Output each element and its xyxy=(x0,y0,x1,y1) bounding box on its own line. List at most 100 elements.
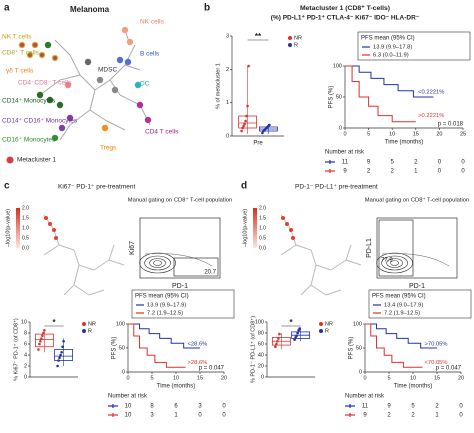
data-point xyxy=(62,339,65,343)
cluster-node xyxy=(111,86,119,94)
x-tick-label: 10 xyxy=(173,375,179,381)
risk-value: 1 xyxy=(414,169,418,175)
significance: ** xyxy=(255,32,262,41)
cluster-node xyxy=(136,101,144,109)
legend-box xyxy=(368,289,472,319)
tree-edge xyxy=(73,264,80,286)
x-tick-label: 5 xyxy=(367,131,370,137)
cluster-label: CD14⁺ CD16⁺ Monocytes xyxy=(2,118,78,125)
y-tick-label: 100 xyxy=(353,321,362,327)
colorbar-tick: 2.0 xyxy=(22,205,29,211)
data-point xyxy=(275,342,278,346)
tree-edge xyxy=(69,54,81,76)
data-point xyxy=(241,126,244,130)
density-contour xyxy=(153,260,162,266)
tree-edge xyxy=(79,74,96,91)
data-point xyxy=(293,338,296,341)
risk-value: 3 xyxy=(198,404,202,410)
colorbar-tick: 0.0 xyxy=(259,245,266,251)
y-axis-label: PFS (%) xyxy=(112,337,118,360)
colorbar-tick: 1.0 xyxy=(22,225,29,231)
cluster-node xyxy=(46,96,54,104)
cluster-node xyxy=(126,38,134,46)
density-contour xyxy=(144,253,213,267)
x-tick-label: 15 xyxy=(434,375,440,381)
legend-marker xyxy=(288,36,292,40)
risk-value: 8 xyxy=(150,404,154,410)
y-tick-label: 80 xyxy=(258,330,264,336)
risk-value: 2 xyxy=(411,413,415,419)
tree-edge xyxy=(104,119,126,131)
legend-box xyxy=(357,31,471,61)
survival-curve xyxy=(365,323,437,349)
colorbar xyxy=(16,208,20,248)
legend-marker xyxy=(319,322,323,326)
tree-edge xyxy=(119,94,141,106)
risk-value: 0 xyxy=(222,413,226,419)
tree-node xyxy=(285,222,289,226)
tree-edge xyxy=(310,284,327,296)
metacluster-node xyxy=(28,53,32,57)
y-axis-label: % of metacluster 1 xyxy=(215,63,221,109)
risk-value: 11 xyxy=(362,404,369,410)
legend-label: 7.2 (1.9–12.5) xyxy=(147,311,183,317)
colorbar-tick: 1.5 xyxy=(259,215,266,221)
density-contour xyxy=(381,253,450,267)
cluster-node xyxy=(36,91,44,99)
p-value: p = 0.018 xyxy=(438,122,464,128)
y-tick-label: 40 xyxy=(258,352,264,358)
density-contour xyxy=(144,255,171,271)
data-point xyxy=(246,104,249,108)
box xyxy=(54,349,73,361)
legend-title: PFS mean (95% CI) xyxy=(372,294,426,300)
risk-value: 5 xyxy=(391,160,395,166)
y-axis-label: PFS (%) xyxy=(329,86,335,109)
data-point xyxy=(298,327,301,330)
cluster-node xyxy=(58,124,66,132)
gate xyxy=(173,257,219,277)
panel-title: PD-1⁻ PD-L1⁺ pre-treatment xyxy=(295,184,378,191)
y-tick-label: 0 xyxy=(261,374,264,380)
y-tick-label: 8 xyxy=(24,330,27,336)
tree-node xyxy=(281,216,285,220)
legend-label: NR xyxy=(325,321,333,327)
y-tick-label: 0 xyxy=(359,369,362,375)
significance: * xyxy=(52,318,56,327)
cluster-node xyxy=(51,134,59,142)
density-contour xyxy=(139,252,176,274)
tree-edge xyxy=(63,284,75,296)
legend-label: 13.9 (9.9–17.8) xyxy=(373,45,412,51)
data-point xyxy=(60,350,63,354)
data-point xyxy=(41,334,44,338)
x-axis-label: Time (months) xyxy=(157,384,195,390)
risk-value: 0 xyxy=(438,160,442,166)
panel-title: Melanoma xyxy=(70,5,110,14)
cluster-label: CD4 T cells xyxy=(145,129,179,136)
y-tick-label: 0 xyxy=(24,374,27,380)
cluster-node xyxy=(144,116,152,124)
x-tick-label: 0 xyxy=(363,375,366,381)
flow-x-label: PD-1 xyxy=(409,283,425,290)
data-point xyxy=(243,122,246,126)
colorbar-tick: 0.5 xyxy=(22,235,29,241)
cluster-node xyxy=(66,114,74,122)
cluster-label: NK cells xyxy=(140,19,165,26)
legend-label: R xyxy=(294,42,298,48)
risk-value: 10 xyxy=(125,404,132,410)
data-point xyxy=(43,328,46,332)
curve-annotation: >0.2221% xyxy=(418,113,444,119)
tree-edge xyxy=(94,79,111,91)
tree-edge xyxy=(325,289,342,296)
tree-edge xyxy=(108,259,125,266)
y-tick-label: 50 xyxy=(336,94,342,100)
tree-edge xyxy=(88,289,105,296)
tree-edge xyxy=(108,244,115,261)
risk-value: 1 xyxy=(435,413,439,419)
flow-frame xyxy=(139,217,221,279)
tree-edge xyxy=(295,244,312,251)
box xyxy=(35,333,54,348)
metacluster-node xyxy=(20,43,24,47)
data-point xyxy=(56,364,59,368)
y-tick-label: 0 xyxy=(339,125,342,131)
gate-value: 77.9 xyxy=(381,258,393,264)
